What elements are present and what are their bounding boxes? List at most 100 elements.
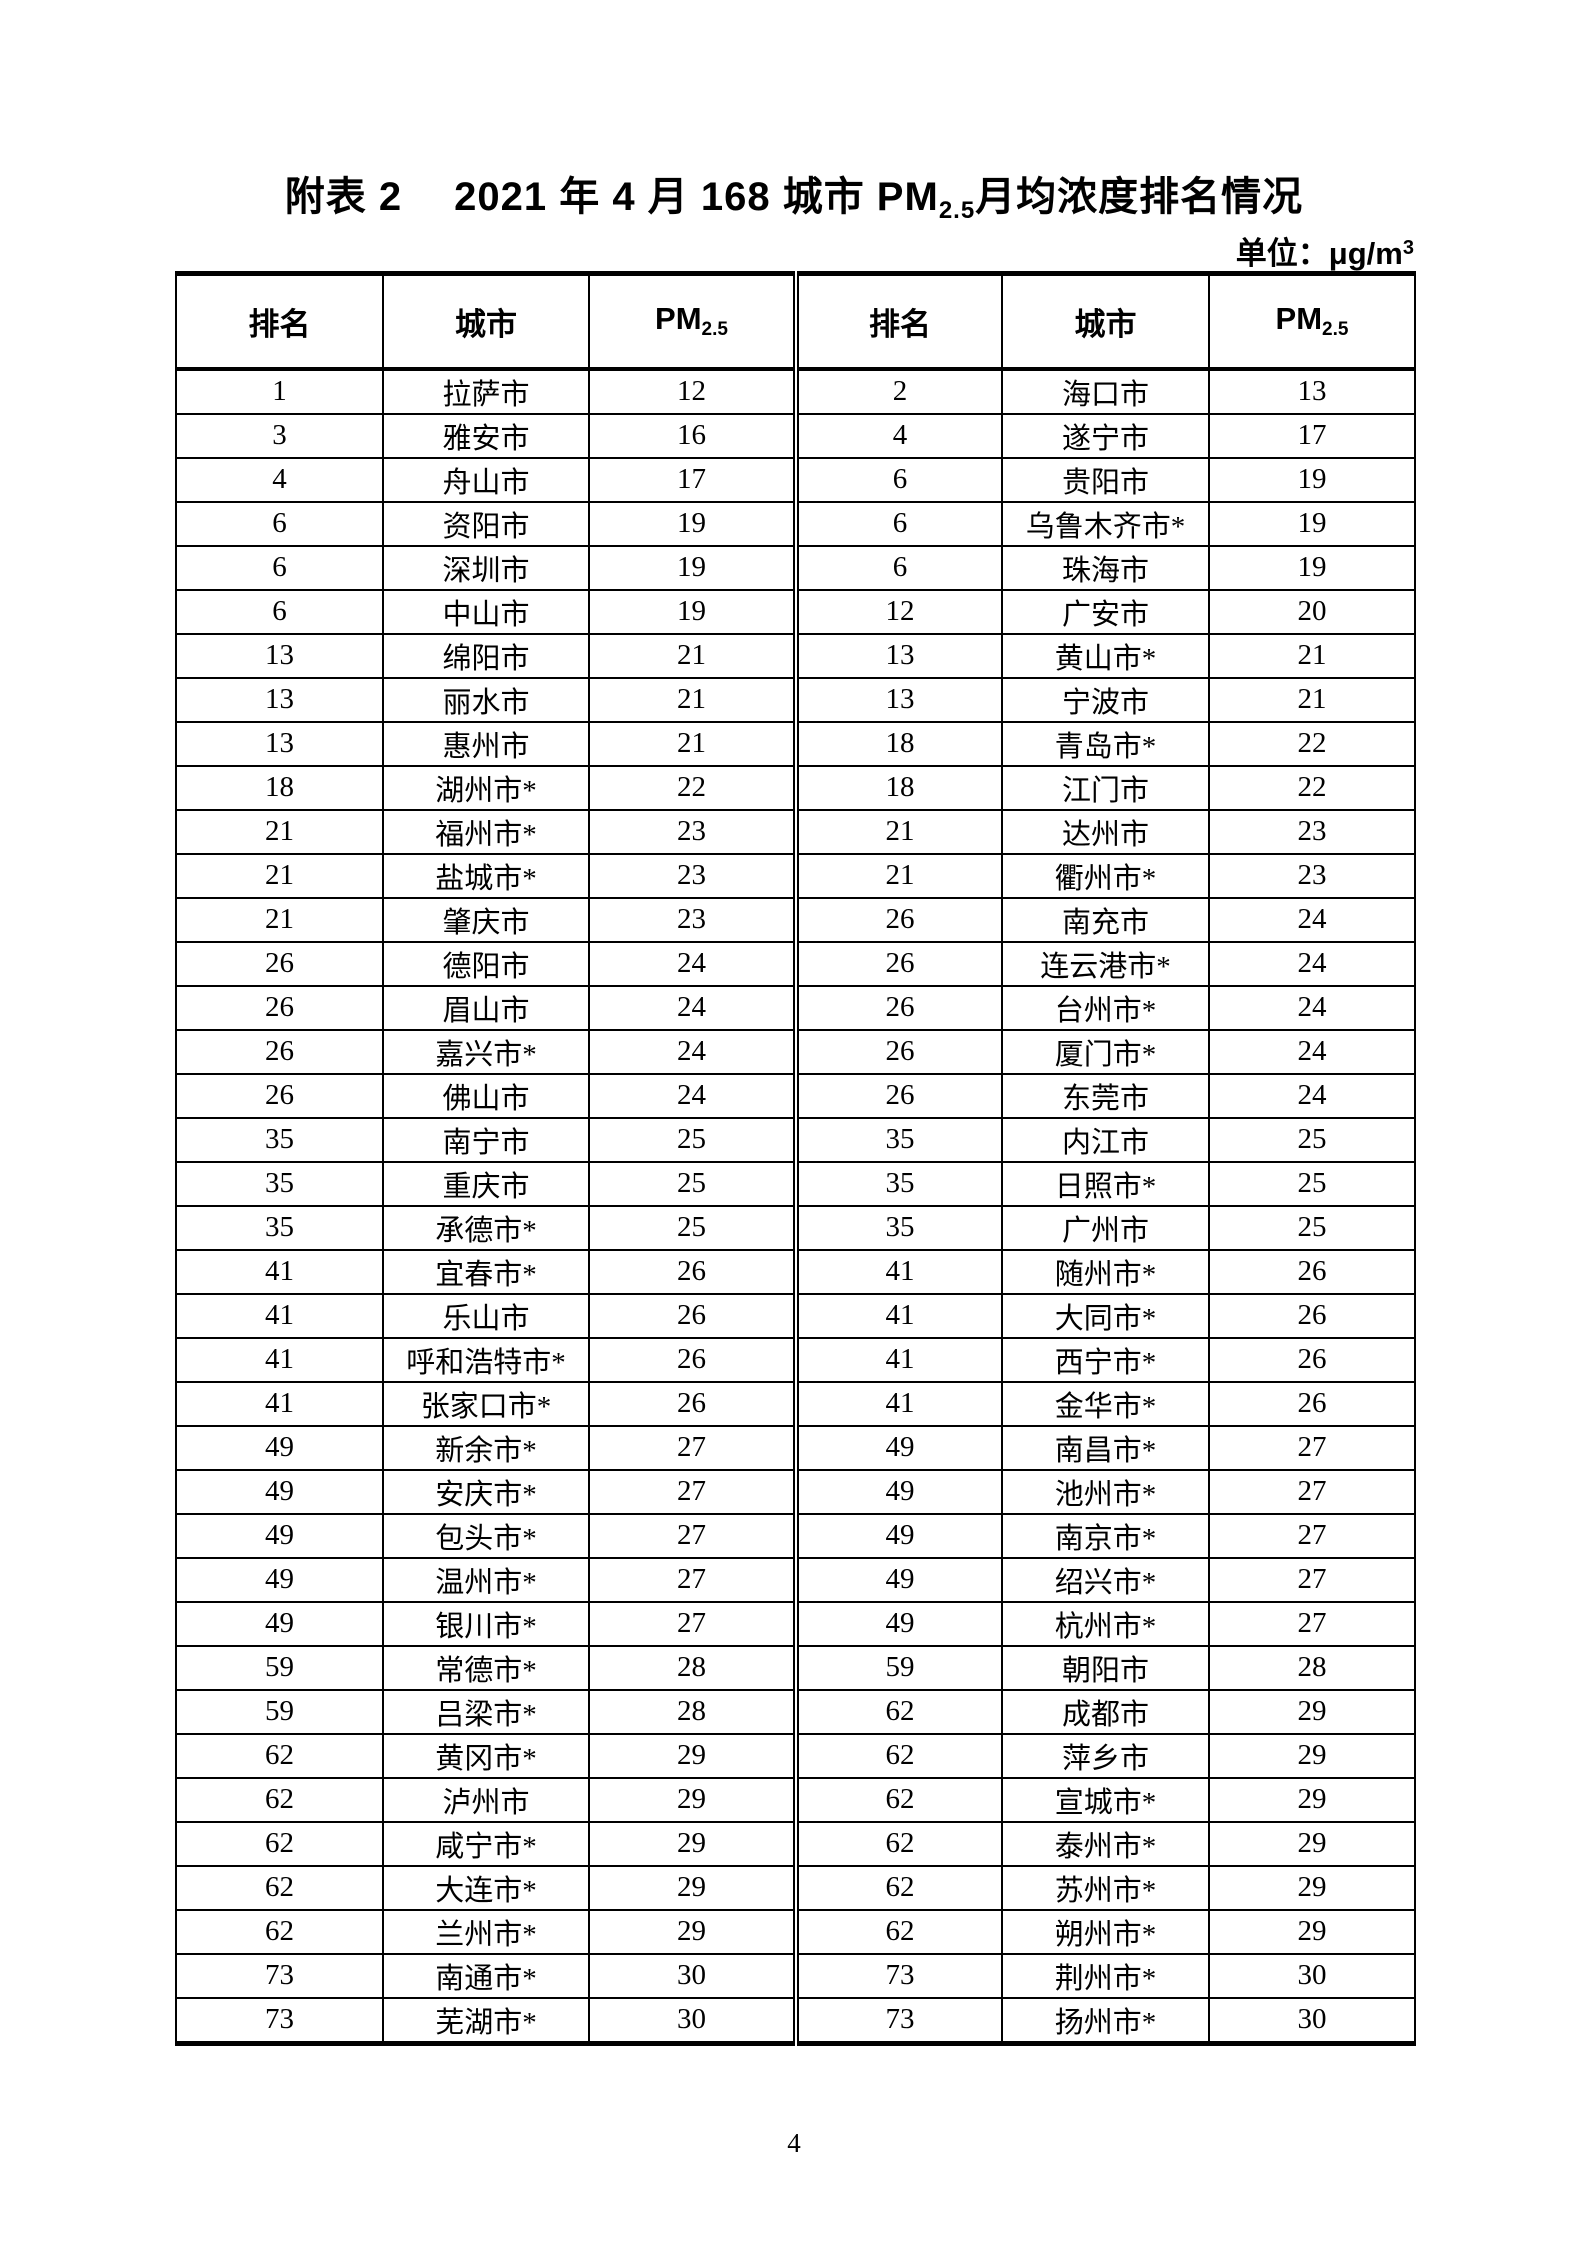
pm-cell: 21 [588,632,797,679]
pm-cell: 25 [1208,1116,1416,1163]
pm-cell: 16 [588,412,797,459]
city-cell: 成都市 [1001,1688,1210,1735]
city-cell: 银川市* [382,1600,590,1647]
pm-cell: 19 [588,588,797,635]
unit-text: 单位：μg/m [1235,236,1403,271]
pm-cell: 29 [588,1864,797,1911]
pm-cell: 26 [588,1380,797,1427]
table-row: 35 南宁市 25 35 内江市 25 [175,1116,1416,1163]
pm-cell: 27 [1208,1424,1416,1471]
rank-cell: 26 [793,896,1003,943]
rank-cell: 2 [793,367,1003,415]
city-cell: 乐山市 [382,1292,590,1339]
pm-cell: 28 [1208,1644,1416,1691]
pm-cell: 25 [588,1204,797,1251]
header-city-right: 城市 [1001,272,1210,371]
rank-cell: 62 [793,1732,1003,1779]
city-cell: 苏州市* [1001,1864,1210,1911]
table-row: 59 常德市* 28 59 朝阳市 28 [175,1644,1416,1691]
pm-cell: 29 [1208,1776,1416,1823]
pm-cell: 25 [588,1116,797,1163]
rank-cell: 62 [793,1908,1003,1955]
pm-cell: 20 [1208,588,1416,635]
table-row: 6 中山市 19 12 广安市 20 [175,588,1416,635]
pm-cell: 27 [588,1512,797,1559]
pm-cell: 25 [1208,1160,1416,1207]
rank-cell: 41 [175,1336,384,1383]
pm-cell: 30 [1208,1952,1416,1999]
city-cell: 雅安市 [382,412,590,459]
rank-cell: 41 [175,1292,384,1339]
pm-cell: 19 [588,544,797,591]
pm-cell: 29 [588,1732,797,1779]
page-number: 4 [787,2128,801,2158]
table-row: 6 深圳市 19 6 珠海市 19 [175,544,1416,591]
city-cell: 黄冈市* [382,1732,590,1779]
city-cell: 南宁市 [382,1116,590,1163]
pm-cell: 29 [588,1908,797,1955]
table-row: 49 银川市* 27 49 杭州市* 27 [175,1600,1416,1647]
table-row: 62 泸州市 29 62 宣城市* 29 [175,1776,1416,1823]
rank-cell: 35 [175,1116,384,1163]
rank-cell: 73 [175,1952,384,1999]
pm-cell: 24 [588,1028,797,1075]
pm-cell: 25 [588,1160,797,1207]
pm-cell: 26 [588,1248,797,1295]
rank-cell: 12 [793,588,1003,635]
table-row: 49 包头市* 27 49 南京市* 27 [175,1512,1416,1559]
pm-cell: 21 [1208,632,1416,679]
city-cell: 杭州市* [1001,1600,1210,1647]
pm-cell: 29 [588,1820,797,1867]
city-cell: 西宁市* [1001,1336,1210,1383]
rank-cell: 62 [793,1864,1003,1911]
table-row: 21 福州市* 23 21 达州市 23 [175,808,1416,855]
city-cell: 重庆市 [382,1160,590,1207]
table-row: 41 呼和浩特市* 26 41 西宁市* 26 [175,1336,1416,1383]
pm-cell: 26 [1208,1292,1416,1339]
rank-cell: 4 [175,456,384,503]
rank-cell: 35 [175,1160,384,1207]
city-cell: 贵阳市 [1001,456,1210,503]
pm-cell: 23 [588,896,797,943]
city-cell: 芜湖市* [382,1996,590,2044]
city-cell: 德阳市 [382,940,590,987]
table-row: 4 舟山市 17 6 贵阳市 19 [175,456,1416,503]
city-cell: 丽水市 [382,676,590,723]
pm-cell: 12 [588,367,797,415]
pm-cell: 26 [1208,1380,1416,1427]
pm-label: PM [655,301,702,337]
city-cell: 扬州市* [1001,1996,1210,2044]
rank-cell: 6 [175,588,384,635]
table-row: 49 安庆市* 27 49 池州市* 27 [175,1468,1416,1515]
city-cell: 惠州市 [382,720,590,767]
pm-cell: 30 [1208,1996,1416,2044]
table-row: 62 黄冈市* 29 62 萍乡市 29 [175,1732,1416,1779]
title-main-text-tail: 月均浓度排名情况 [975,175,1304,219]
pm-cell: 26 [588,1292,797,1339]
city-cell: 咸宁市* [382,1820,590,1867]
rank-cell: 41 [793,1336,1003,1383]
rank-cell: 73 [175,1996,384,2044]
rank-cell: 62 [793,1776,1003,1823]
pm-subscript: 2.5 [701,319,728,341]
rank-cell: 62 [175,1864,384,1911]
table-row: 3 雅安市 16 4 遂宁市 17 [175,412,1416,459]
pm-cell: 21 [588,676,797,723]
table-row: 6 资阳市 19 6 乌鲁木齐市* 19 [175,500,1416,547]
pm-cell: 27 [1208,1512,1416,1559]
city-cell: 宁波市 [1001,676,1210,723]
rank-cell: 49 [793,1512,1003,1559]
pm-cell: 29 [1208,1732,1416,1779]
city-cell: 乌鲁木齐市* [1001,500,1210,547]
table-row: 18 湖州市* 22 18 江门市 22 [175,764,1416,811]
city-cell: 包头市* [382,1512,590,1559]
rank-cell: 49 [793,1556,1003,1603]
pm-cell: 19 [1208,456,1416,503]
pm-subscript: 2.5 [1322,319,1349,341]
pm-cell: 30 [588,1996,797,2044]
table-row: 13 绵阳市 21 13 黄山市* 21 [175,632,1416,679]
city-cell: 吕梁市* [382,1688,590,1735]
title-pm-subscript: 2.5 [938,197,976,224]
table-row: 41 张家口市* 26 41 金华市* 26 [175,1380,1416,1427]
city-cell: 随州市* [1001,1248,1210,1295]
